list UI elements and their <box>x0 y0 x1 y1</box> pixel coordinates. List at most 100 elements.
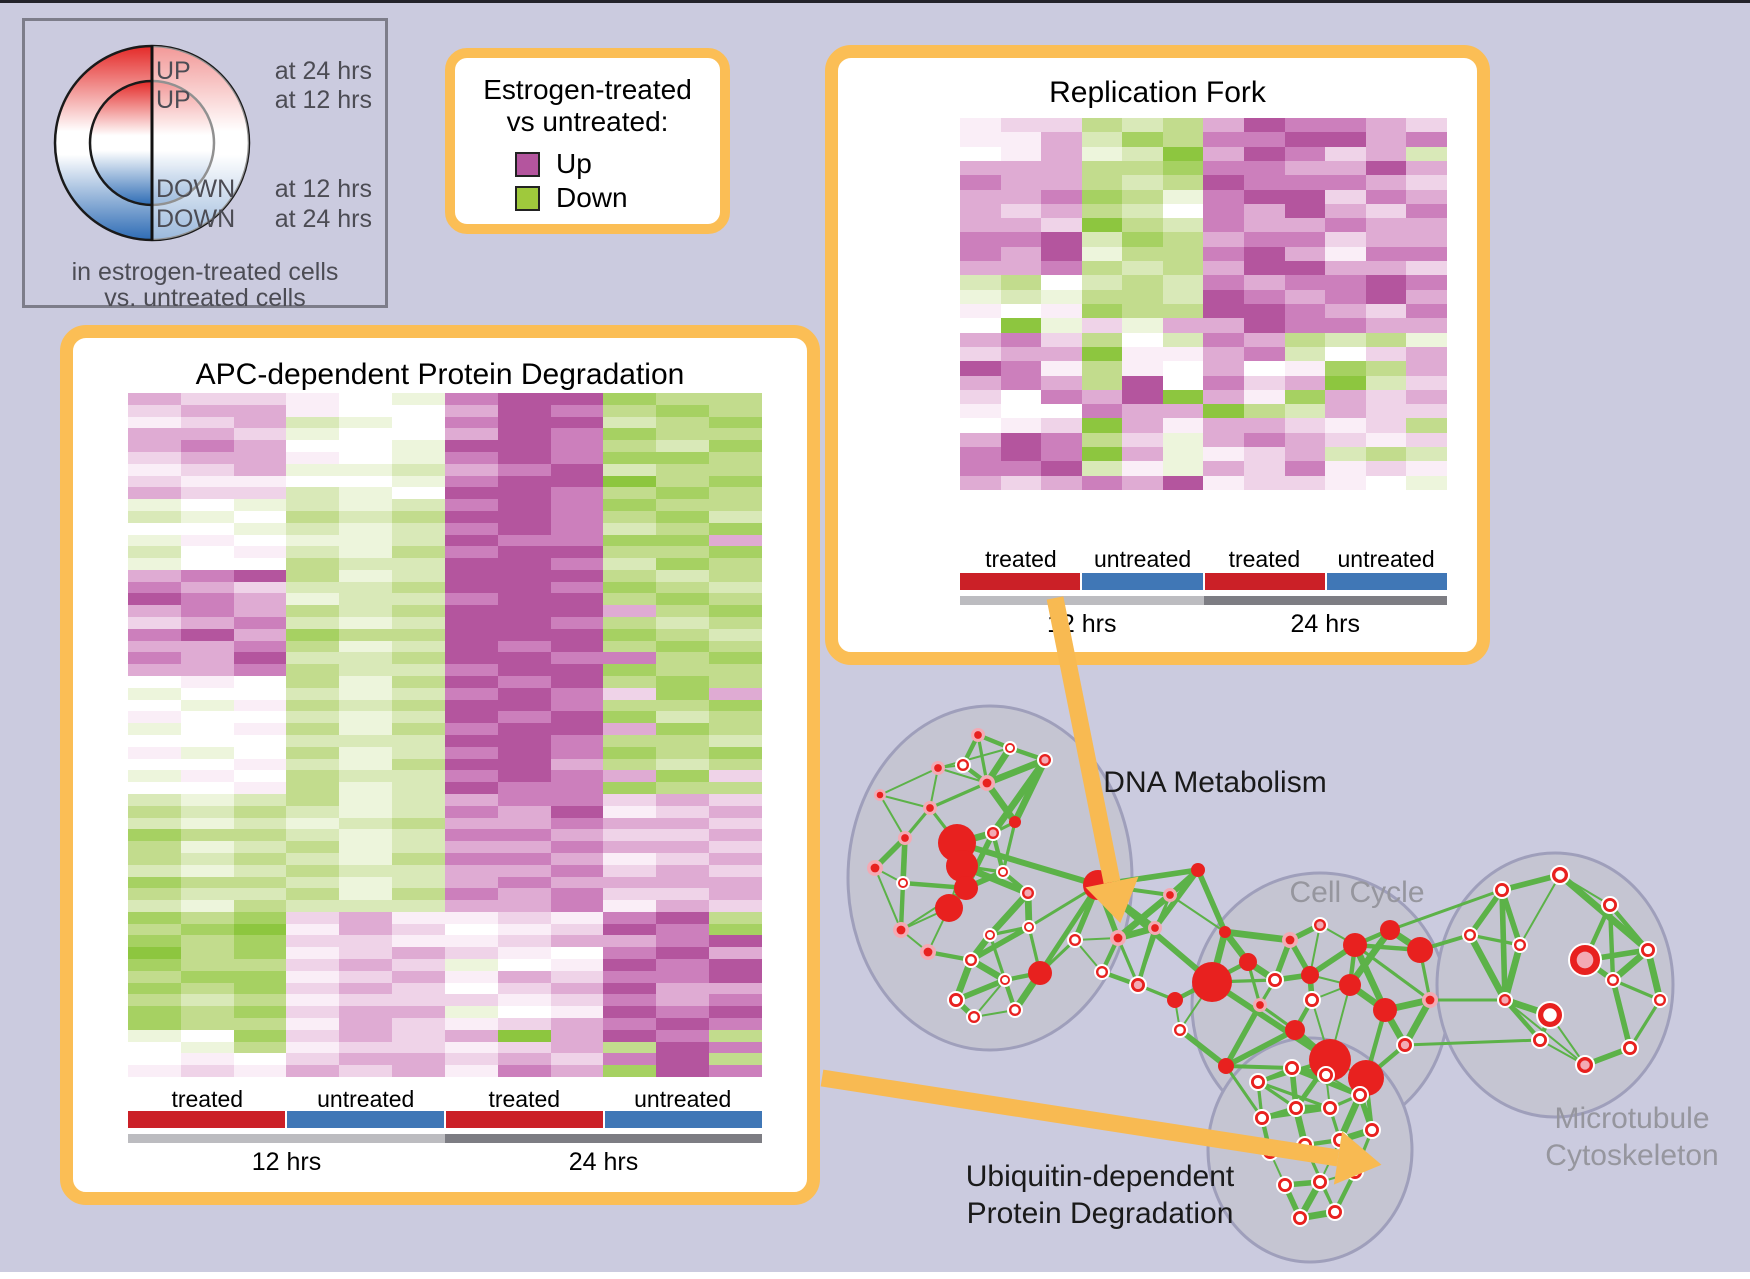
heatmap-cell <box>497 463 551 476</box>
heatmap-cell <box>444 605 498 618</box>
heatmap-cell <box>550 652 604 665</box>
heatmap-cell <box>1284 418 1326 433</box>
heatmap-cell <box>128 711 181 724</box>
heatmap-cell <box>709 593 762 606</box>
heatmap-cell <box>1041 203 1082 219</box>
heatmap-cell <box>128 959 181 971</box>
replication-fork-title: Replication Fork <box>1049 76 1266 109</box>
heatmap-cell <box>656 817 710 830</box>
heatmap-cell <box>392 699 445 712</box>
heatmap-cell <box>603 416 657 429</box>
cell-cycle-label: Cell Cycle <box>1289 876 1424 909</box>
heatmap-cell <box>960 418 1001 433</box>
heatmap-cell <box>1325 132 1366 147</box>
heatmap-cell <box>1325 461 1366 476</box>
heatmap-cell <box>286 475 340 488</box>
heatmap-cell <box>128 487 181 500</box>
gene-node-core <box>870 863 880 873</box>
heatmap-cell <box>1081 461 1123 476</box>
key-title-line1: Estrogen-treated <box>483 74 692 105</box>
gene-node-core <box>1256 1001 1264 1009</box>
heatmap-cell <box>1365 218 1407 233</box>
heatmap-cell <box>286 416 340 429</box>
heatmap-cell <box>286 959 340 971</box>
gene-node-core <box>1580 1060 1590 1070</box>
apc-heatmap <box>128 393 762 1077</box>
gene-node-core <box>934 764 942 772</box>
heatmap-cell <box>1325 332 1366 347</box>
untreated-bar-segment <box>605 1111 762 1128</box>
heatmap-cell <box>709 428 762 441</box>
heatmap-cell <box>656 593 710 606</box>
heatmap-cell <box>1365 346 1407 362</box>
heatmap-cell <box>286 864 340 877</box>
heatmap-cell <box>709 558 762 570</box>
heatmap-cell <box>339 829 393 842</box>
heatmap-cell <box>444 758 498 771</box>
heatmap-cell <box>1000 261 1042 276</box>
heatmap-cell <box>444 628 498 641</box>
heatmap-cell <box>1244 160 1285 176</box>
gene-node-core <box>1071 936 1079 944</box>
heatmap-cell <box>180 711 234 724</box>
gene-node-core <box>1643 945 1653 955</box>
heatmap-cell <box>1365 261 1407 276</box>
heatmap-cell <box>180 1018 234 1030</box>
heatmap-cell <box>444 911 498 924</box>
heatmap-cell <box>1244 304 1285 319</box>
heatmap-cell <box>128 947 181 960</box>
heatmap-cell <box>550 451 604 464</box>
heatmap-cell <box>1406 146 1447 161</box>
network-edge <box>1224 1065 1264 1119</box>
heatmap-cell <box>128 522 181 535</box>
heatmap-cell <box>286 510 340 523</box>
heatmap-cell <box>1081 261 1123 276</box>
heatmap-cell <box>1162 232 1204 247</box>
heatmap-cell <box>656 1065 710 1077</box>
heatmap-cell <box>286 664 340 677</box>
heatmap-cell <box>233 1018 287 1030</box>
legend-down-24: DOWN <box>156 205 236 233</box>
heatmap-cell <box>550 440 604 452</box>
heatmap-cell <box>1122 261 1163 276</box>
heatmap-cell <box>1000 203 1042 219</box>
heatmap-cell <box>444 1041 498 1054</box>
heatmap-cell <box>128 734 181 747</box>
heatmap-cell <box>497 664 551 677</box>
heatmap-cell <box>550 569 604 582</box>
heatmap-cell <box>497 1041 551 1054</box>
heatmap-cell <box>392 758 445 771</box>
heatmap-cell <box>392 428 445 441</box>
heatmap-cell <box>1122 332 1163 347</box>
heatmap-cell <box>603 522 657 535</box>
heatmap-cell <box>1406 118 1447 133</box>
heatmap-cell <box>709 746 762 759</box>
gene-node <box>1239 953 1257 971</box>
heatmap-cell <box>286 652 340 665</box>
heatmap-cell <box>1041 447 1082 462</box>
heatmap-cell <box>709 475 762 488</box>
heatmap-cell <box>128 876 181 889</box>
heatmap-cell <box>497 593 551 606</box>
gene-node-core <box>1656 996 1664 1004</box>
heatmap-cell <box>550 723 604 735</box>
heatmap-cell <box>339 393 393 405</box>
heatmap-cell <box>339 1041 393 1054</box>
heatmap-cell <box>1000 246 1042 262</box>
heatmap-cell <box>339 746 393 759</box>
heatmap-cell <box>392 451 445 464</box>
heatmap-cell <box>1081 289 1123 304</box>
heatmap-cell <box>1122 189 1163 204</box>
heatmap-cell <box>339 982 393 995</box>
heatmap-cell <box>233 522 287 535</box>
heatmap-cell <box>656 687 710 700</box>
heatmap-cell <box>444 770 498 783</box>
updown-key: Estrogen-treated vs untreated: Up Down <box>445 48 730 234</box>
heatmap-cell <box>656 782 710 794</box>
heatmap-cell <box>709 876 762 889</box>
gene-node <box>935 894 963 922</box>
heatmap-cell <box>392 970 445 983</box>
gene-node <box>1339 974 1361 996</box>
heatmap-cell <box>550 522 604 535</box>
heatmap-cell <box>709 664 762 677</box>
